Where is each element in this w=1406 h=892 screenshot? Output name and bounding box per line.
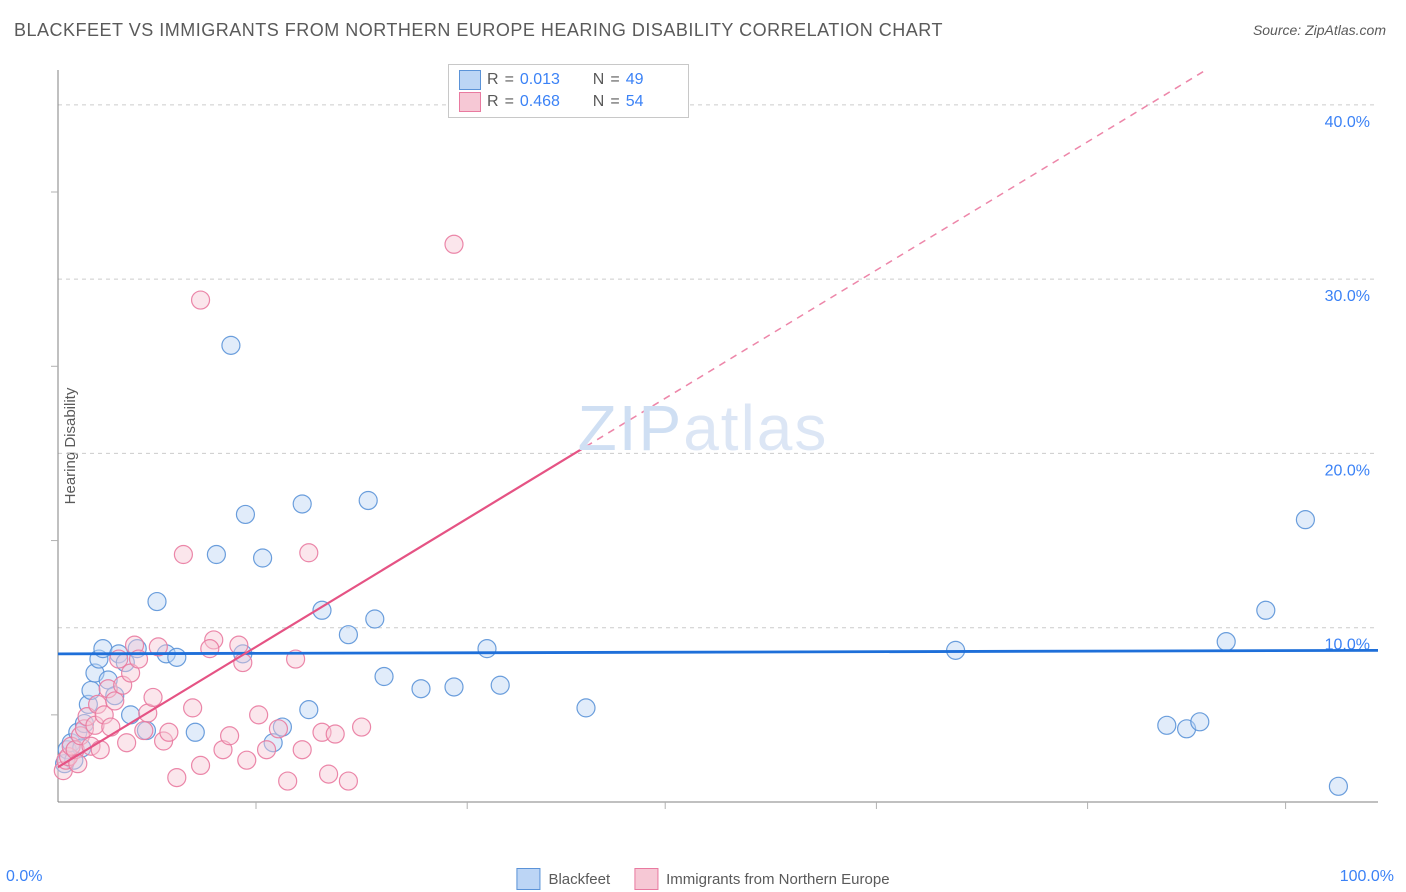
data-point-blackfeet	[122, 706, 140, 724]
data-point-blackfeet	[445, 678, 463, 696]
chart-title: BLACKFEET VS IMMIGRANTS FROM NORTHERN EU…	[14, 20, 943, 41]
data-point-blackfeet	[236, 505, 254, 523]
series-legend: Blackfeet Immigrants from Northern Europe	[516, 868, 889, 890]
data-point-blackfeet	[300, 701, 318, 719]
n-value-blackfeet: 49	[626, 69, 678, 91]
data-point-immigrants	[118, 734, 136, 752]
data-point-immigrants	[234, 654, 252, 672]
data-point-immigrants	[269, 720, 287, 738]
x-axis-max-label: 100.0%	[1340, 868, 1394, 886]
data-point-immigrants	[192, 756, 210, 774]
eq-sign: =	[505, 69, 514, 91]
scatter-chart-svg: 10.0%20.0%30.0%40.0%	[48, 62, 1388, 824]
data-point-immigrants	[184, 699, 202, 717]
data-point-blackfeet	[168, 648, 186, 666]
data-point-blackfeet	[207, 546, 225, 564]
data-point-immigrants	[230, 636, 248, 654]
data-point-blackfeet	[186, 723, 204, 741]
data-point-blackfeet	[222, 336, 240, 354]
data-point-immigrants	[320, 765, 338, 783]
data-point-immigrants	[339, 772, 357, 790]
r-value-blackfeet: 0.013	[520, 69, 572, 91]
data-point-blackfeet	[254, 549, 272, 567]
source-credit: Source: ZipAtlas.com	[1253, 22, 1386, 38]
data-point-blackfeet	[412, 680, 430, 698]
data-point-blackfeet	[1217, 633, 1235, 651]
data-point-blackfeet	[148, 593, 166, 611]
data-point-immigrants	[201, 640, 219, 658]
data-point-immigrants	[102, 718, 120, 736]
data-point-immigrants	[258, 741, 276, 759]
data-point-blackfeet	[577, 699, 595, 717]
data-point-immigrants	[445, 235, 463, 253]
data-point-immigrants	[250, 706, 268, 724]
data-point-immigrants	[238, 751, 256, 769]
data-point-blackfeet	[1257, 601, 1275, 619]
legend-swatch-blackfeet	[516, 868, 540, 890]
plot-area: 10.0%20.0%30.0%40.0%	[48, 62, 1388, 824]
n-label: N	[593, 91, 605, 113]
eq-sign: =	[610, 69, 619, 91]
eq-sign: =	[505, 91, 514, 113]
data-point-immigrants	[300, 544, 318, 562]
data-point-immigrants	[160, 723, 178, 741]
data-point-blackfeet	[1329, 777, 1347, 795]
legend-swatch-immigrants	[459, 92, 481, 112]
r-label: R	[487, 69, 499, 91]
correlation-stats-legend: R=0.013 N=49R=0.468 N=54	[448, 64, 689, 118]
trendline-immigrants-solid	[58, 446, 586, 767]
r-value-immigrants: 0.468	[520, 91, 572, 113]
data-point-blackfeet	[1191, 713, 1209, 731]
data-point-blackfeet	[375, 668, 393, 686]
stats-row-blackfeet: R=0.013 N=49	[459, 69, 678, 91]
legend-label-blackfeet: Blackfeet	[548, 871, 610, 888]
legend-item-immigrants: Immigrants from Northern Europe	[634, 868, 889, 890]
source-value: ZipAtlas.com	[1305, 22, 1386, 38]
data-point-immigrants	[69, 755, 87, 773]
legend-swatch-blackfeet	[459, 70, 481, 90]
y-tick-label: 40.0%	[1325, 114, 1370, 131]
data-point-immigrants	[91, 741, 109, 759]
data-point-immigrants	[293, 741, 311, 759]
trendline-immigrants-dashed	[586, 70, 1206, 446]
legend-item-blackfeet: Blackfeet	[516, 868, 610, 890]
data-point-blackfeet	[366, 610, 384, 628]
y-tick-label: 30.0%	[1325, 288, 1370, 305]
y-tick-label: 20.0%	[1325, 462, 1370, 479]
data-point-blackfeet	[491, 676, 509, 694]
data-point-immigrants	[135, 722, 153, 740]
data-point-immigrants	[353, 718, 371, 736]
data-point-immigrants	[168, 769, 186, 787]
data-point-immigrants	[221, 727, 239, 745]
data-point-blackfeet	[478, 640, 496, 658]
n-label: N	[593, 69, 605, 91]
eq-sign: =	[610, 91, 619, 113]
data-point-blackfeet	[293, 495, 311, 513]
trendline-blackfeet	[58, 650, 1378, 653]
data-point-immigrants	[144, 688, 162, 706]
n-value-immigrants: 54	[626, 91, 678, 113]
data-point-immigrants	[279, 772, 297, 790]
source-label: Source:	[1253, 22, 1301, 38]
legend-label-immigrants: Immigrants from Northern Europe	[666, 871, 889, 888]
data-point-blackfeet	[359, 491, 377, 509]
data-point-blackfeet	[1158, 716, 1176, 734]
data-point-immigrants	[326, 725, 344, 743]
legend-swatch-immigrants	[634, 868, 658, 890]
data-point-blackfeet	[1296, 511, 1314, 529]
data-point-immigrants	[192, 291, 210, 309]
x-axis-min-label: 0.0%	[6, 868, 42, 886]
r-label: R	[487, 91, 499, 113]
data-point-immigrants	[174, 546, 192, 564]
data-point-blackfeet	[339, 626, 357, 644]
stats-row-immigrants: R=0.468 N=54	[459, 91, 678, 113]
